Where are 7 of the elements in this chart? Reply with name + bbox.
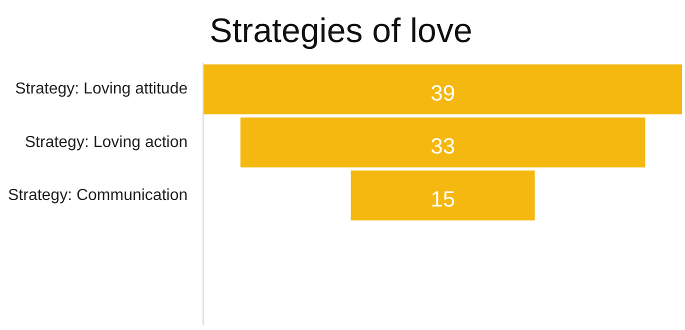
data-label: 33 <box>430 133 456 158</box>
data-label: 15 <box>430 186 456 212</box>
category-label: Strategy: Loving action <box>24 134 188 151</box>
category-label: Strategy: Loving attitude <box>15 80 188 98</box>
category-label: Strategy: Communication <box>8 186 188 204</box>
text: Strategies of love <box>210 12 472 50</box>
data-label: 39 <box>430 80 456 106</box>
